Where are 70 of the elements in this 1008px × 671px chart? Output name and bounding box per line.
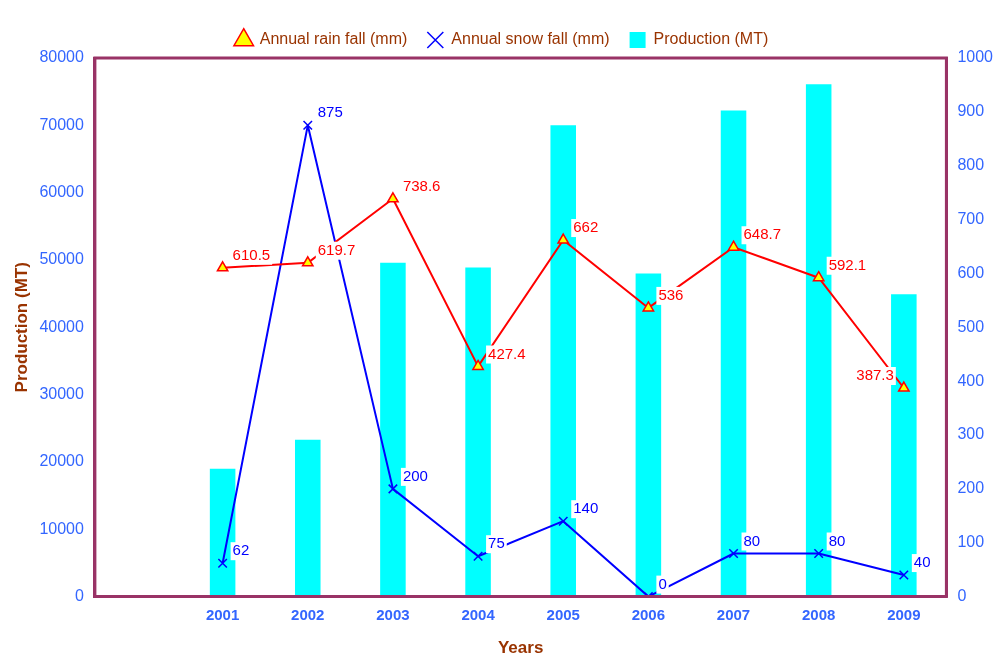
y-tick-label: 40000 — [39, 317, 84, 335]
y-axis-title: Production (MT) — [11, 262, 31, 393]
y2-tick-label: 800 — [957, 156, 985, 174]
y-tick-label: 50000 — [39, 250, 84, 268]
y2-tick-label: 100 — [957, 533, 985, 551]
point — [386, 192, 399, 203]
data-label: 648.7 — [743, 225, 782, 243]
x-tick-label: 2005 — [546, 605, 580, 623]
data-label: 536 — [658, 286, 684, 304]
point — [642, 301, 655, 312]
x-tick-label: 2004 — [461, 605, 496, 623]
y2-tick-label: 0 — [957, 587, 967, 605]
y2-tick-label: 400 — [957, 371, 985, 389]
point — [812, 270, 825, 282]
y2-tick-label: 500 — [957, 317, 985, 335]
x-tick-label: 2002 — [291, 605, 325, 623]
y2-tick-label: 200 — [957, 479, 985, 497]
x-axis-title: Years — [497, 638, 544, 658]
x-tick-label: 2008 — [801, 605, 836, 623]
point — [217, 558, 228, 569]
legend-label: Production (MT) — [653, 30, 769, 48]
y-tick-label: 80000 — [39, 48, 84, 66]
legend-label: Annual snow fall (mm) — [451, 30, 610, 48]
y2-tick-label: 1000 — [957, 48, 994, 66]
data-label: 592.1 — [828, 255, 867, 273]
data-label: 40 — [913, 553, 931, 571]
point — [728, 548, 739, 559]
y-tick-label: 0 — [74, 587, 84, 605]
data-label: 0 — [658, 574, 667, 592]
bar — [550, 125, 576, 597]
x-tick-label: 2001 — [205, 605, 240, 623]
data-label: 80 — [743, 531, 761, 549]
x-tick-label: 2007 — [716, 605, 751, 623]
data-label: 875 — [317, 103, 343, 121]
data-label: 387.3 — [856, 366, 894, 384]
point — [472, 359, 485, 371]
y-tick-label: 20000 — [39, 452, 84, 470]
y2-tick-label: 300 — [957, 425, 985, 443]
point — [387, 483, 398, 494]
data-label: 200 — [402, 467, 428, 485]
data-label: 738.6 — [402, 176, 441, 194]
point — [473, 551, 484, 562]
y-tick-label: 70000 — [39, 115, 84, 133]
data-label: 662 — [573, 218, 599, 236]
data-label: 75 — [488, 534, 505, 552]
x-tick-label: 2006 — [631, 605, 666, 623]
bar — [295, 439, 321, 597]
point — [557, 233, 570, 244]
y2-tick-label: 600 — [957, 263, 985, 281]
point — [897, 381, 910, 392]
point — [813, 548, 824, 559]
y-tick-label: 10000 — [39, 519, 84, 537]
data-label: 610.5 — [232, 245, 271, 263]
point — [216, 261, 229, 272]
point — [301, 256, 314, 267]
y-tick-label: 30000 — [39, 385, 84, 403]
legend-label: Annual rain fall (mm) — [259, 30, 408, 48]
point — [558, 516, 569, 527]
point — [727, 240, 740, 251]
y-tick-label: 60000 — [39, 183, 84, 201]
data-label: 427.4 — [488, 344, 526, 362]
point — [898, 570, 909, 581]
data-label: 62 — [232, 541, 250, 559]
data-label: 80 — [828, 531, 846, 549]
x-tick-label: 2003 — [376, 605, 410, 623]
y2-tick-label: 900 — [957, 102, 985, 120]
x-tick-label: 2009 — [887, 605, 921, 623]
y2-tick-label: 700 — [957, 209, 985, 227]
data-label: 619.7 — [317, 240, 356, 258]
data-label: 140 — [573, 499, 599, 517]
